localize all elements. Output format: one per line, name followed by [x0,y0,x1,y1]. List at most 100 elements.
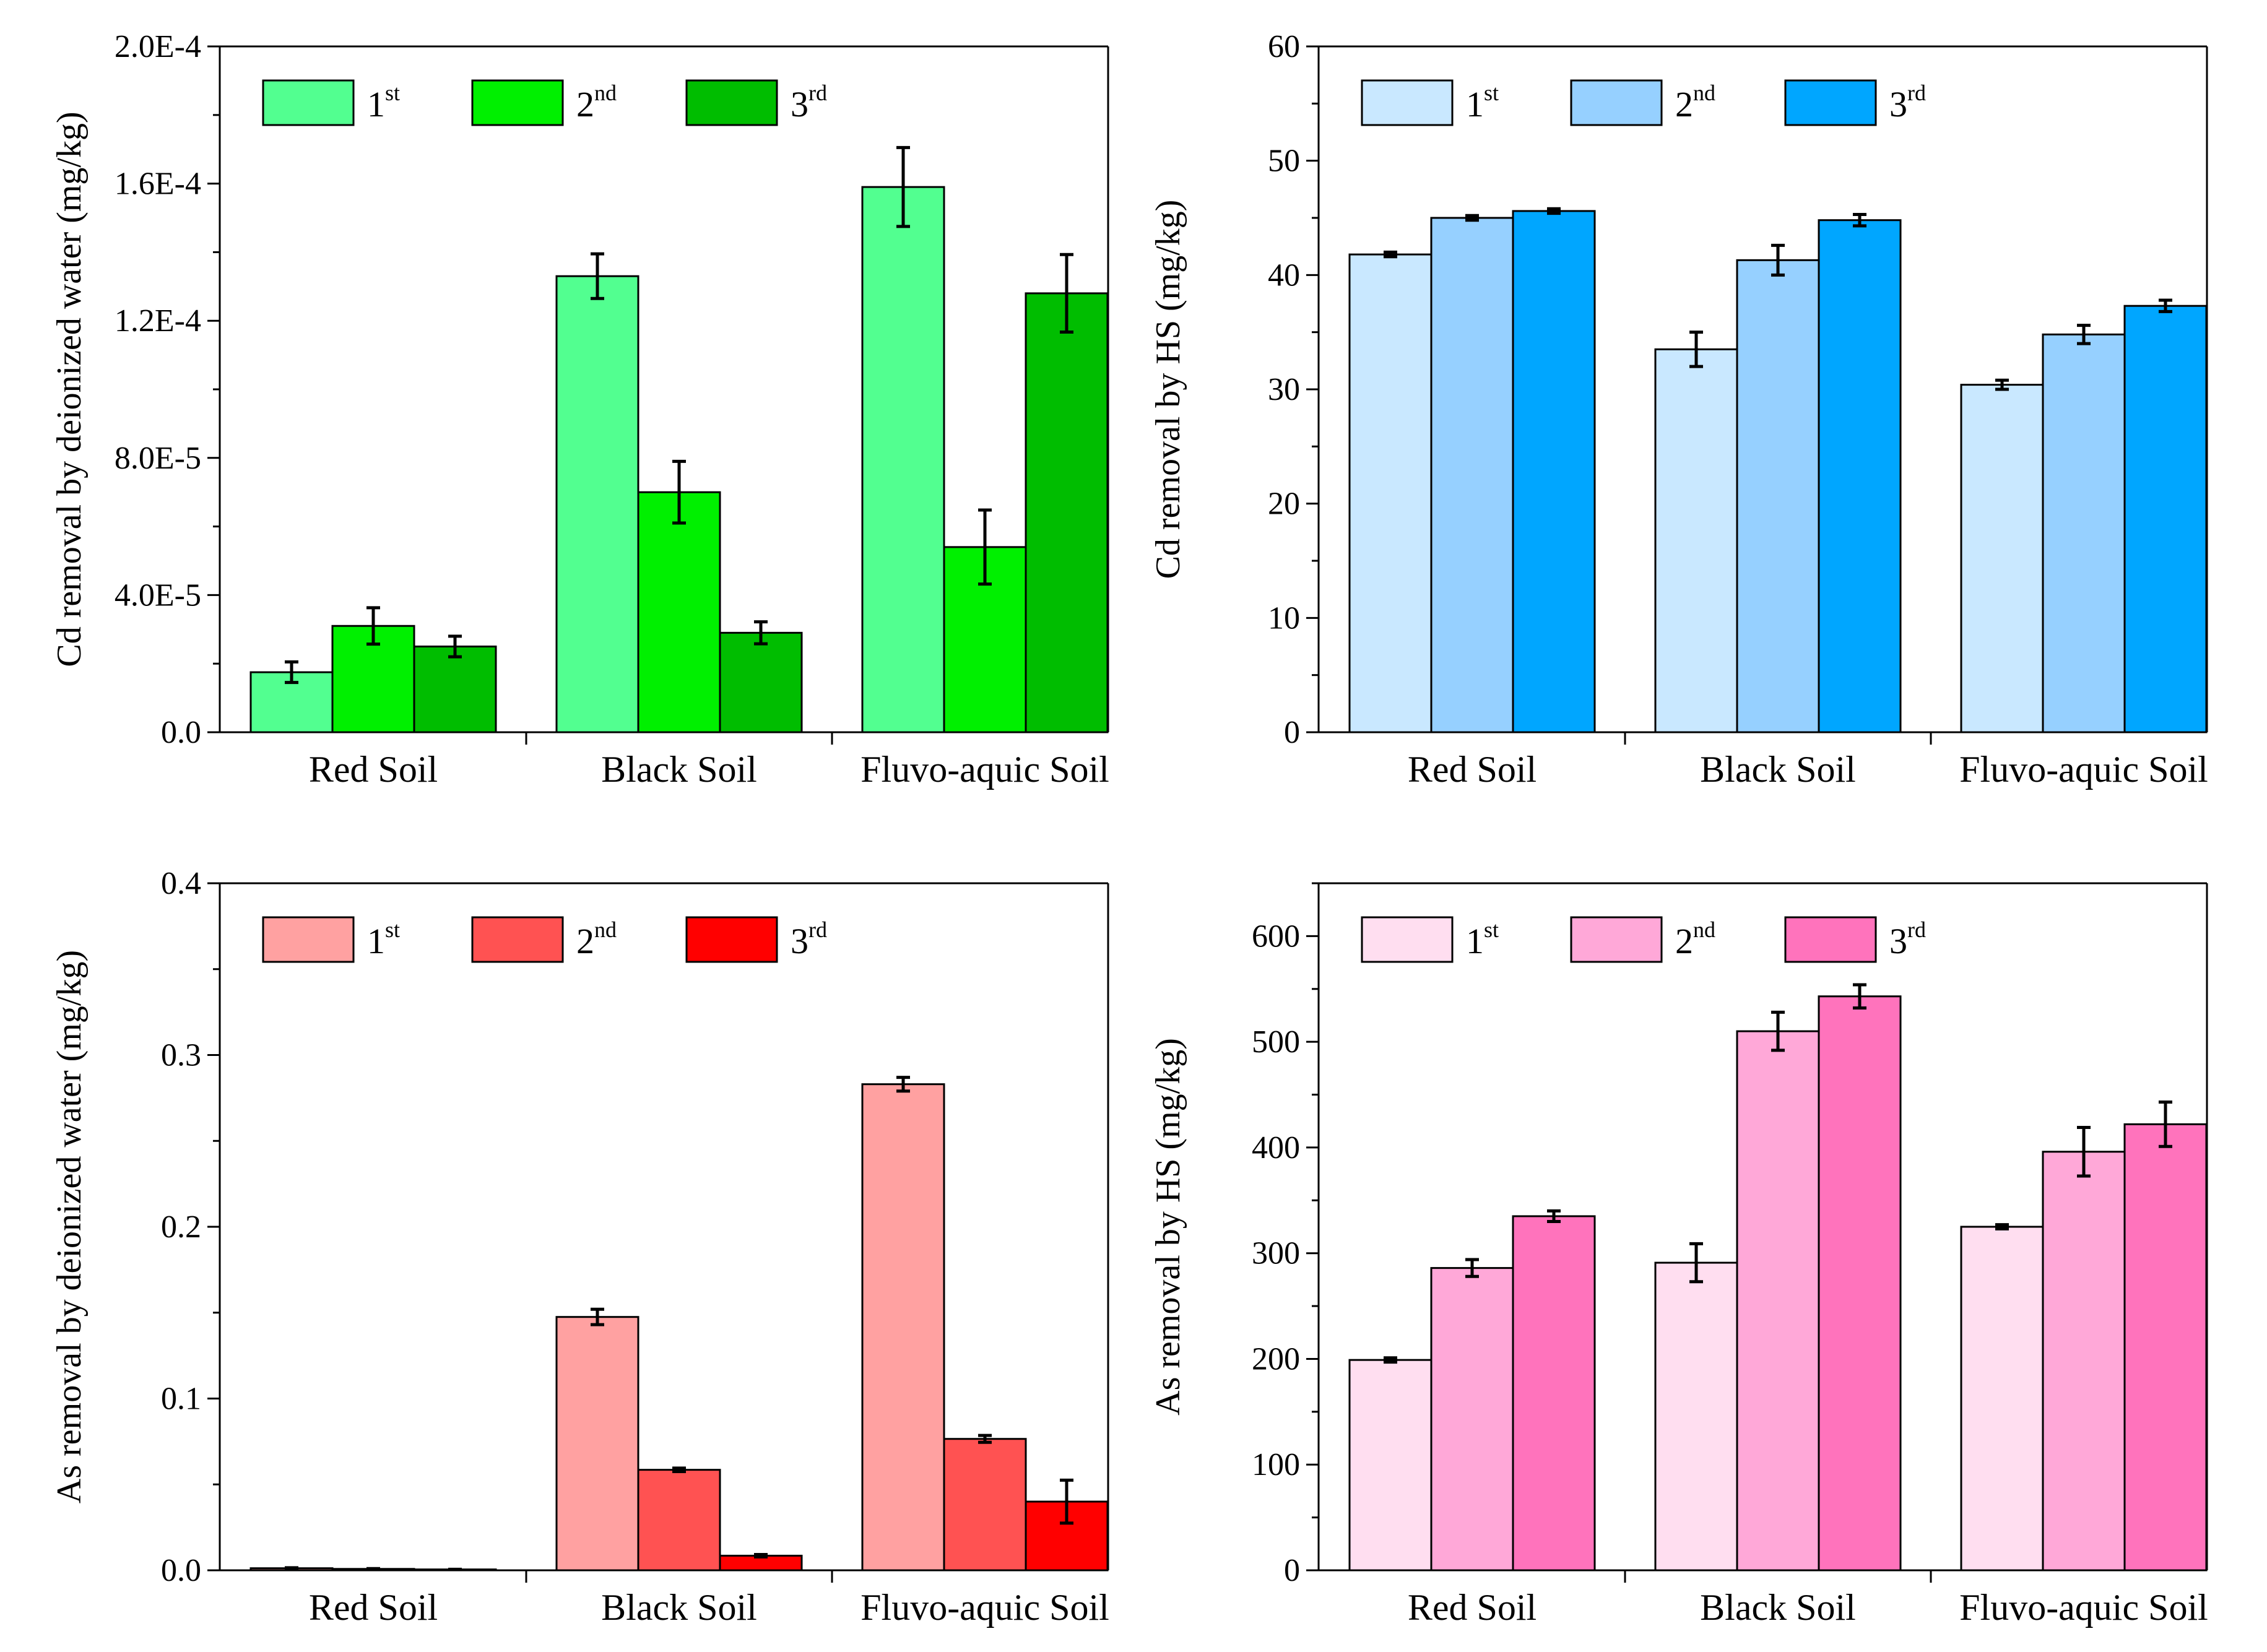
legend-swatch [685,79,778,126]
bar [637,491,721,733]
legend-label: 2nd [576,80,617,124]
legend-label: 2nd [1675,80,1715,124]
legend-label-base: 3 [1889,84,1907,124]
legend-swatch [685,916,778,963]
bar [637,1469,721,1572]
chart-cd-water: 0.0 4.0E-5 8.0E-5 1.2E-4 1.6E-4 2.0E-4 Cd remo… [50,29,1109,790]
bar [2123,305,2208,733]
bar [1025,292,1109,733]
legend-swatch [1570,79,1663,126]
bar [1654,348,1738,733]
legend-label: 3rd [791,80,827,124]
legend-label-sup: nd [1693,917,1715,942]
legend-label: 3rd [791,917,827,961]
bar [1430,1267,1514,1572]
category-label: Black Soil [1700,749,1856,790]
legend-swatch [262,79,355,126]
legend-label: 1st [1466,80,1499,124]
y-tick-label: 400 [1252,1130,1300,1165]
bar [861,186,945,733]
legend-swatch [471,79,564,126]
y-tick-label: 0.3 [161,1038,201,1073]
category-label: Fluvo-aquic Soil [1959,1587,2208,1628]
bar [1736,259,1820,733]
category-label: Fluvo-aquic Soil [860,749,1109,790]
bar [1348,253,1433,733]
legend-label: 1st [367,80,400,124]
legend-label-sup: rd [808,80,827,105]
legend-swatch [262,916,355,963]
bar [1960,1226,2044,1572]
chart-as-hs: 0 100 200 300 400 500 600 As removal by HS (mg/… [1149,882,2208,1628]
legend-label-base: 3 [791,921,808,961]
bar [1512,1215,1596,1572]
legend-label-base: 3 [791,84,808,124]
y-tick-label: 60 [1268,29,1300,64]
legend-swatch [471,916,564,963]
bar [413,646,497,733]
legend-label: 2nd [1675,917,1715,961]
y-tick-label: 8.0E-5 [115,441,201,476]
y-tick-label: 300 [1252,1236,1300,1271]
bar [2042,333,2126,733]
y-tick-label: 20 [1268,487,1300,522]
bar [1654,1261,1738,1572]
y-axis-title: As removal by HS (mg/kg) [1149,1038,1187,1416]
legend-swatch [1784,916,1877,963]
legend-label-sup: st [1484,917,1499,942]
legend-label: 1st [367,917,400,961]
category-label: Black Soil [1700,1587,1856,1628]
category-label: Fluvo-aquic Soil [1959,749,2208,790]
category-label: Red Soil [1408,749,1537,790]
y-tick-label: 0.1 [161,1382,201,1417]
category-label: Black Soil [601,1587,757,1628]
legend-label-sup: st [385,80,400,105]
bar [719,631,803,733]
legend-label-sup: rd [808,917,827,942]
bar [943,1438,1027,1572]
bar [1512,210,1596,733]
y-tick-label: 40 [1268,257,1300,293]
y-tick-label: 600 [1252,919,1300,954]
bar [1818,219,1902,733]
y-tick-label: 2.0E-4 [115,29,201,64]
bar [555,1316,639,1572]
y-tick-label: 0.0 [161,1553,201,1588]
y-tick-label: 30 [1268,372,1300,407]
y-tick-label: 500 [1252,1024,1300,1060]
bar [555,275,639,733]
bar [861,1083,945,1572]
y-tick-label: 0.2 [161,1209,201,1245]
legend-label-sup: st [1484,80,1499,105]
bar [1960,384,2044,733]
y-tick-label: 0 [1284,1553,1300,1588]
legend-label-base: 3 [1889,921,1907,961]
legend-label: 1st [1466,917,1499,961]
bar [1818,995,1902,1572]
category-label: Black Soil [601,749,757,790]
bar [1348,1359,1433,1572]
category-label: Red Soil [309,749,438,790]
legend-swatch [1570,916,1663,963]
bar [2123,1123,2208,1572]
legend-label: 2nd [576,917,617,961]
y-axis-title: Cd removal by HS (mg/kg) [1149,200,1187,579]
legend-label: 3rd [1889,80,1926,124]
legend-swatch [1361,916,1454,963]
legend-label-base: 1 [1466,84,1484,124]
y-tick-label: 50 [1268,144,1300,179]
legend-swatch [1784,79,1877,126]
legend-label-sup: nd [594,80,617,105]
chart-cd-hs: 0 10 20 30 40 50 60 Cd removal by HS (mg/kg) Red… [1149,29,2208,790]
legend-label-base: 2 [576,921,594,961]
y-tick-label: 100 [1252,1447,1300,1482]
y-tick-label: 4.0E-5 [115,577,201,613]
y-axis-title: As removal by deionized water (mg/kg) [50,950,89,1503]
y-tick-label: 0.4 [161,866,201,901]
legend-label-sup: st [385,917,400,942]
chart-as-water: 0.0 0.1 0.2 0.3 0.4 As removal by deionized w… [50,866,1109,1628]
bar [1430,217,1514,733]
category-label: Fluvo-aquic Soil [860,1587,1109,1628]
legend-label-base: 2 [1675,84,1693,124]
legend-label-sup: rd [1907,917,1926,942]
